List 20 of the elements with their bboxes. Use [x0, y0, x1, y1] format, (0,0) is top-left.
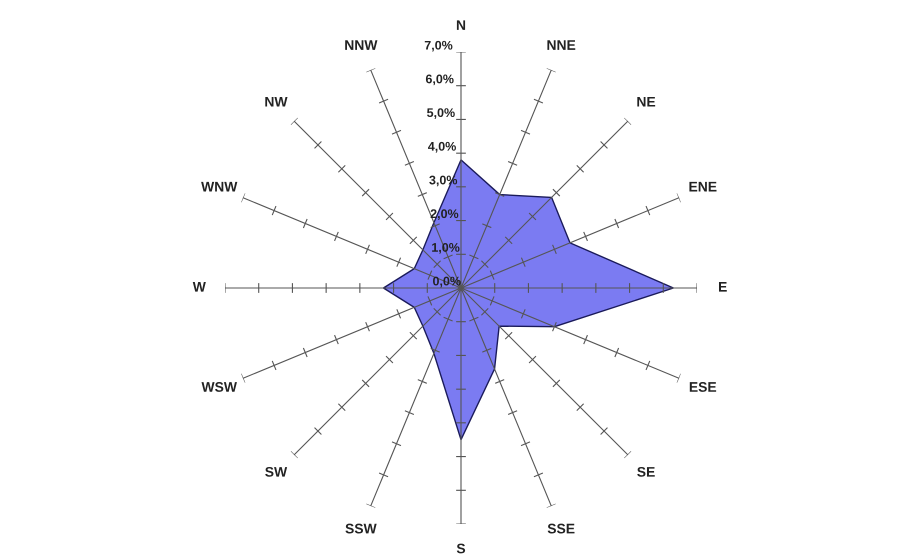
spoke-label: W — [192, 282, 206, 292]
spoke-label: SW — [265, 466, 288, 477]
y-tick-label: 4,0% — [428, 142, 456, 153]
y-tick-label: 5,0% — [427, 108, 455, 119]
spoke-label: SSE — [548, 524, 574, 534]
spoke-label: WSW — [201, 382, 237, 392]
spoke-label: S — [456, 544, 466, 554]
spoke-label: NNE — [547, 40, 576, 50]
spoke-label: E — [718, 282, 727, 292]
spoke-label: ESE — [690, 382, 716, 392]
spoke-label: ENE — [689, 182, 717, 192]
spoke-label: N — [456, 20, 466, 30]
spoke-label: NE — [637, 96, 656, 107]
y-tick-label: 6,0% — [426, 74, 454, 86]
y-tick-label: 7,0% — [424, 40, 452, 52]
spoke-label: WNW — [201, 182, 238, 192]
spoke-label: SSW — [345, 524, 377, 534]
spoke-label: SE — [637, 466, 655, 477]
spoke-label: NW — [265, 96, 288, 107]
spoke-label: NNW — [345, 40, 378, 50]
